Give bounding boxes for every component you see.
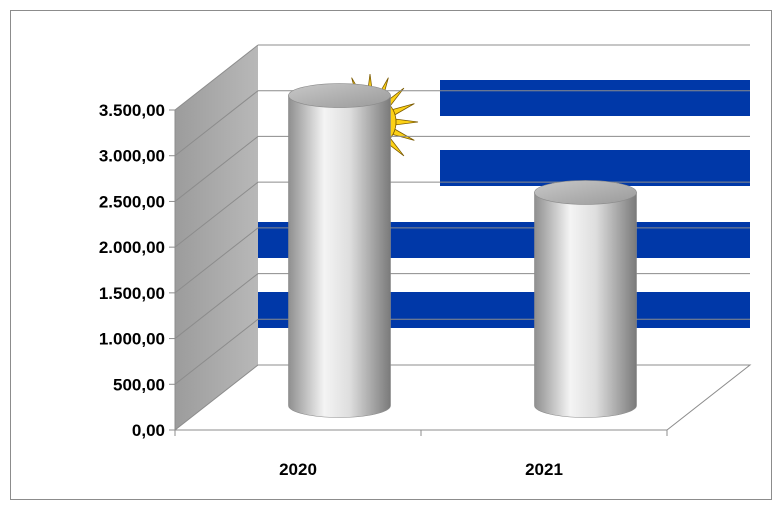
- gridline: [174, 44, 259, 111]
- floor: [173, 364, 752, 431]
- bar-body: [288, 95, 391, 418]
- y-tick-label: 2.000,00: [99, 238, 165, 257]
- gridline: [174, 136, 259, 202]
- gridline: [174, 273, 259, 339]
- y-tick-label: 2.500,00: [99, 192, 165, 211]
- y-tick-label: 500,00: [113, 375, 165, 394]
- y-tick-label: 3.500,00: [99, 101, 165, 120]
- gridline: [174, 318, 259, 385]
- bars: [288, 83, 637, 418]
- y-tick-label: 0,00: [132, 421, 165, 440]
- bar-cap: [534, 180, 637, 205]
- bar-body: [534, 192, 637, 418]
- flag-stripe: [440, 150, 750, 186]
- gridline: [174, 90, 259, 157]
- bar-2021: [534, 180, 637, 418]
- bar-cap: [288, 83, 391, 108]
- bar-2020: [288, 83, 391, 418]
- flag-stripe: [440, 80, 750, 116]
- gridline: [174, 227, 259, 294]
- y-tick-label: 1.500,00: [99, 284, 165, 303]
- y-axis: 0,00 500,00 1.000,00 1.500,00 2.000,00 2.500,…: [99, 101, 175, 440]
- y-tick-label: 1.000,00: [99, 330, 165, 349]
- x-tick-label: 2021: [525, 460, 563, 479]
- gridline: [174, 181, 259, 248]
- y-tick-label: 3.000,00: [99, 147, 165, 166]
- side-wall: [175, 45, 258, 430]
- x-axis: 2020 2021: [174, 430, 668, 479]
- x-tick-label: 2020: [279, 460, 317, 479]
